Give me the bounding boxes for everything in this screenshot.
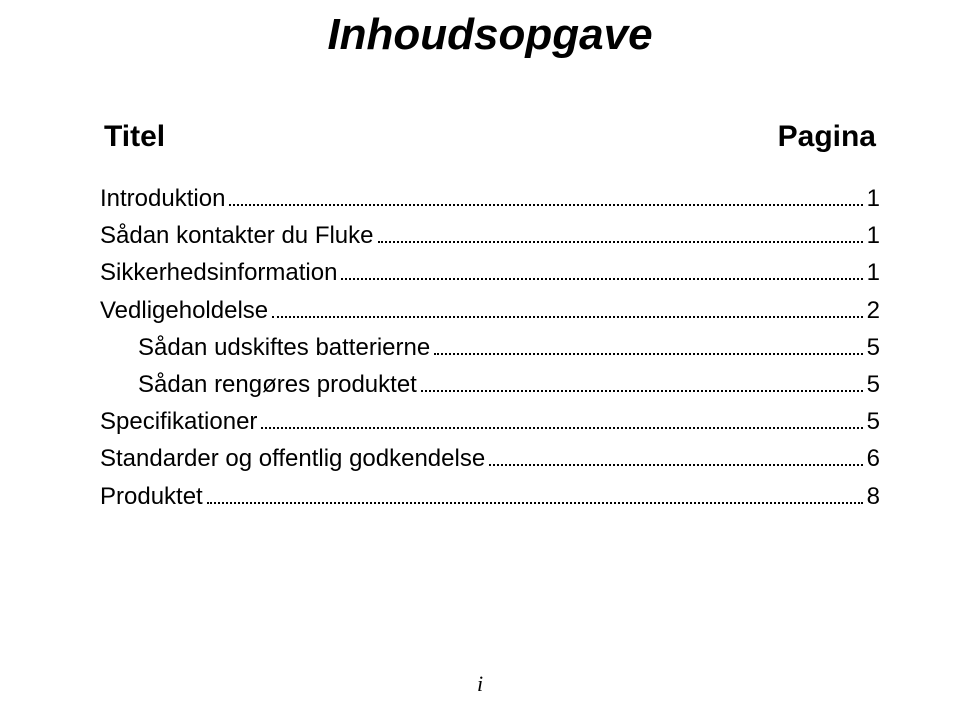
toc-dots bbox=[272, 316, 863, 318]
toc-row: Vedligeholdelse 2 bbox=[100, 292, 880, 329]
toc-row: Sådan rengøres produktet 5 bbox=[100, 366, 880, 403]
toc-page-number: 5 bbox=[867, 329, 880, 366]
toc-entry-label: Sådan kontakter du Fluke bbox=[100, 217, 374, 254]
toc-row: Introduktion 1 bbox=[100, 180, 880, 217]
toc-page-number: 8 bbox=[867, 478, 880, 515]
toc-header-left: Titel bbox=[104, 120, 165, 154]
toc-page-number: 1 bbox=[867, 180, 880, 217]
toc-entry-label: Introduktion bbox=[100, 180, 225, 217]
toc-dots bbox=[434, 353, 862, 355]
page-number-footer: i bbox=[0, 671, 960, 697]
toc-row: Sådan udskiftes batterierne 5 bbox=[100, 329, 880, 366]
toc-dots bbox=[261, 427, 862, 429]
toc-dots bbox=[341, 278, 862, 280]
toc-entry-label: Produktet bbox=[100, 478, 203, 515]
toc-entry-label: Sådan udskiftes batterierne bbox=[138, 329, 430, 366]
toc-page-number: 6 bbox=[867, 440, 880, 477]
toc-row: Standarder og offentlig godkendelse 6 bbox=[100, 440, 880, 477]
toc-header: Titel Pagina bbox=[100, 120, 880, 154]
toc-dots bbox=[207, 502, 863, 504]
toc-row: Specifikationer 5 bbox=[100, 403, 880, 440]
toc-entry-label: Vedligeholdelse bbox=[100, 292, 268, 329]
toc-page-number: 5 bbox=[867, 366, 880, 403]
toc-page-number: 1 bbox=[867, 217, 880, 254]
toc-dots bbox=[378, 241, 863, 243]
toc-row: Produktet 8 bbox=[100, 478, 880, 515]
toc-page-number: 2 bbox=[867, 292, 880, 329]
toc-row: Sikkerhedsinformation 1 bbox=[100, 254, 880, 291]
toc-dots bbox=[489, 464, 862, 466]
toc-page-number: 1 bbox=[867, 254, 880, 291]
toc-entry-label: Sikkerhedsinformation bbox=[100, 254, 337, 291]
page-title: Inhoudsopgave bbox=[100, 10, 880, 60]
toc-dots bbox=[421, 390, 863, 392]
toc-page-number: 5 bbox=[867, 403, 880, 440]
toc-header-right: Pagina bbox=[778, 120, 876, 154]
toc-entry-label: Specifikationer bbox=[100, 403, 257, 440]
toc-entry-label: Standarder og offentlig godkendelse bbox=[100, 440, 485, 477]
toc-entry-label: Sådan rengøres produktet bbox=[138, 366, 417, 403]
toc-dots bbox=[229, 204, 862, 206]
page: Inhoudsopgave Titel Pagina Introduktion 1… bbox=[0, 0, 960, 711]
toc-row: Sådan kontakter du Fluke 1 bbox=[100, 217, 880, 254]
toc-list: Introduktion1Sådan kontakter du Fluke1Si… bbox=[100, 180, 880, 515]
